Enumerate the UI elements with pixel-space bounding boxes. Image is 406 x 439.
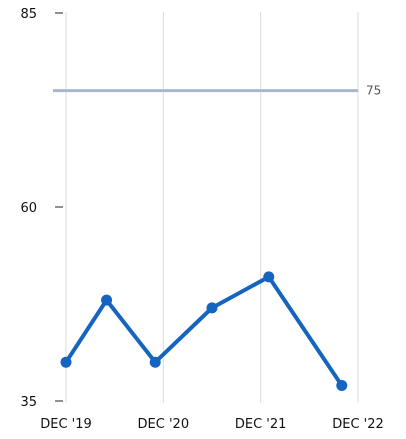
x-tick-label: DEC '21	[235, 417, 287, 432]
series-line	[64, 274, 344, 388]
data-point	[206, 302, 218, 314]
x-axis: DEC '19 DEC '20 DEC '21 DEC '22	[40, 417, 384, 432]
data-point	[149, 356, 161, 368]
y-axis: 85 60 35	[20, 7, 63, 410]
y-tick-label: 35	[20, 395, 37, 410]
data-point	[336, 379, 348, 391]
x-tick-label: DEC '19	[40, 417, 92, 432]
series-group	[60, 271, 348, 391]
data-point	[60, 356, 72, 368]
x-tick-label: DEC '22	[332, 417, 384, 432]
reference-line-group: 75	[53, 84, 381, 98]
grid-lines	[65, 12, 359, 403]
x-tick-label: DEC '20	[138, 417, 190, 432]
data-point	[101, 294, 113, 306]
y-tick-label: 85	[20, 7, 37, 22]
data-point	[263, 271, 275, 283]
reference-line-label: 75	[366, 84, 381, 98]
y-tick-label: 60	[20, 201, 37, 216]
